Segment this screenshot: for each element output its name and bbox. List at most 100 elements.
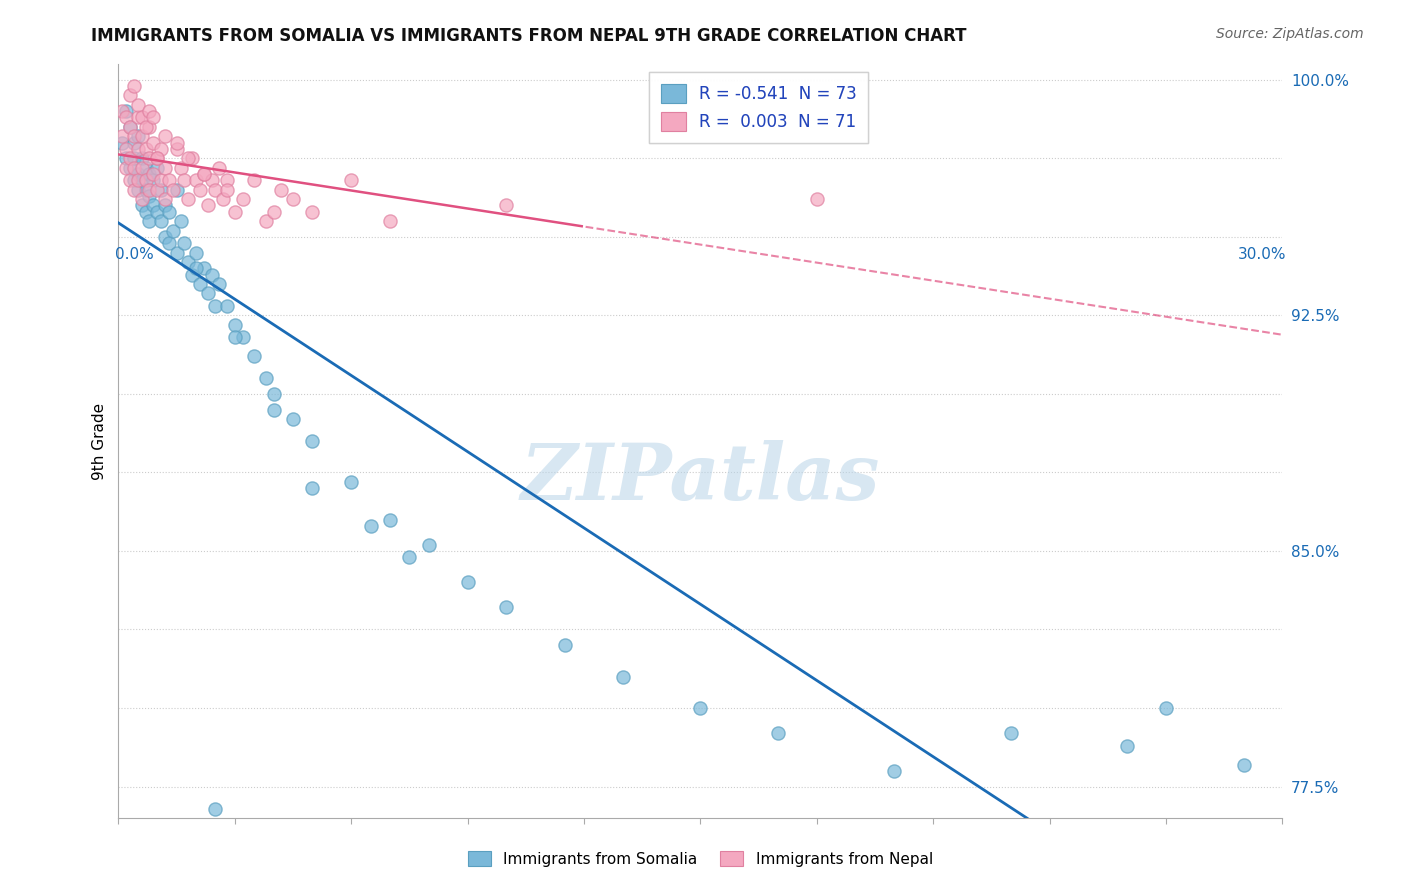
Point [153,129,176,144]
Point [169,161,191,175]
Point [495,198,517,212]
Point [120,161,142,175]
Point [208,277,231,291]
Point [204,299,226,313]
Point [181,151,204,165]
Point [263,402,285,417]
Point [122,183,145,197]
Point [122,161,145,175]
Point [193,261,215,276]
Point [495,600,517,615]
Point [169,214,191,228]
Point [131,161,153,175]
Point [197,286,219,301]
Point [111,136,134,150]
Point [120,173,142,187]
Point [142,111,165,125]
Point [120,120,142,134]
Point [138,151,160,165]
Point [173,173,195,187]
Point [254,214,277,228]
Point [146,151,169,165]
Point [263,204,285,219]
Point [217,299,239,313]
Point [173,236,195,251]
Point [131,173,153,187]
Point [120,120,142,134]
Point [689,701,711,715]
Point [378,214,401,228]
Y-axis label: 9th Grade: 9th Grade [93,402,107,480]
Point [120,151,142,165]
Point [122,151,145,165]
Point [806,192,828,206]
Point [135,161,157,175]
Point [177,151,200,165]
Point [127,167,149,181]
Point [224,330,246,344]
Point [150,142,173,156]
Point [150,173,173,187]
Point [263,387,285,401]
Text: 30.0%: 30.0% [1237,247,1286,262]
Point [127,98,149,112]
Point [1000,726,1022,740]
Point [197,198,219,212]
Point [301,434,323,448]
Point [142,173,165,187]
Point [131,192,153,206]
Point [146,204,169,219]
Point [122,173,145,187]
Point [177,255,200,269]
Point [281,412,304,426]
Text: Source: ZipAtlas.com: Source: ZipAtlas.com [1216,27,1364,41]
Point [135,173,157,187]
Point [127,142,149,156]
Point [142,198,165,212]
Point [398,550,420,565]
Point [166,183,188,197]
Legend: R = -0.541  N = 73, R =  0.003  N = 71: R = -0.541 N = 73, R = 0.003 N = 71 [650,72,869,143]
Point [224,204,246,219]
Point [204,183,226,197]
Point [146,151,169,165]
Point [135,183,157,197]
Point [193,167,215,181]
Point [127,129,149,144]
Point [457,575,479,590]
Point [131,111,153,125]
Point [127,111,149,125]
Point [115,161,138,175]
Point [281,192,304,206]
Point [157,173,180,187]
Point [142,136,165,150]
Point [115,142,138,156]
Point [115,151,138,165]
Point [301,204,323,219]
Point [162,183,184,197]
Point [157,236,180,251]
Point [184,261,207,276]
Point [177,192,200,206]
Point [138,167,160,181]
Point [138,214,160,228]
Text: IMMIGRANTS FROM SOMALIA VS IMMIGRANTS FROM NEPAL 9TH GRADE CORRELATION CHART: IMMIGRANTS FROM SOMALIA VS IMMIGRANTS FR… [91,27,967,45]
Point [200,173,222,187]
Point [340,475,363,489]
Point [135,120,157,134]
Point [153,229,176,244]
Point [135,204,157,219]
Point [166,142,188,156]
Point [1154,701,1177,715]
Point [301,481,323,495]
Point [127,183,149,197]
Point [135,142,157,156]
Point [1116,739,1139,753]
Point [122,129,145,144]
Point [142,167,165,181]
Point [188,277,211,291]
Point [111,104,134,119]
Point [184,173,207,187]
Point [378,512,401,526]
Point [138,183,160,197]
